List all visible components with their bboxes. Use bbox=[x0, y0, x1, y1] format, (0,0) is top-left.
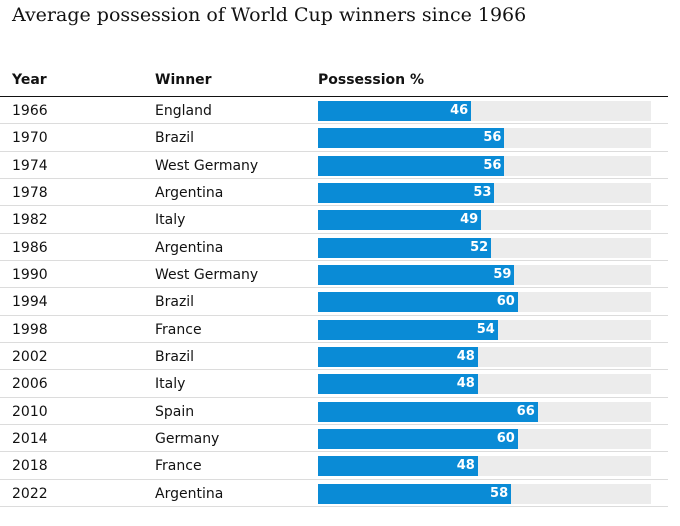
bar-track: 56 bbox=[318, 128, 651, 149]
table-row: 1986 Argentina 52 bbox=[0, 234, 668, 261]
table-row: 1982 Italy 49 bbox=[0, 206, 668, 234]
table-row: 1974 West Germany 56 bbox=[0, 152, 668, 179]
year-cell: 2010 bbox=[12, 403, 48, 420]
winner-cell: France bbox=[155, 458, 202, 475]
bar: 54 bbox=[318, 319, 498, 340]
winner-cell: Brazil bbox=[155, 348, 195, 365]
winner-cell: West Germany bbox=[155, 157, 259, 174]
table-row: 2002 Brazil 48 bbox=[0, 343, 668, 371]
bar: 46 bbox=[318, 101, 472, 121]
bar: 53 bbox=[318, 182, 495, 203]
bar: 60 bbox=[318, 428, 518, 449]
table-row: 1998 France 54 bbox=[0, 316, 668, 343]
bar-track: 46 bbox=[318, 101, 651, 121]
bar-track: 52 bbox=[318, 237, 651, 258]
bar-value-label: 54 bbox=[476, 321, 495, 337]
table-body: 1966 England 46 1970 Brazil 56 1974 West German… bbox=[0, 97, 680, 507]
year-column-header: Year bbox=[12, 72, 47, 88]
table-row: 2018 France 48 bbox=[0, 452, 668, 480]
bar-track: 58 bbox=[318, 483, 651, 504]
bar-value-label: 48 bbox=[456, 458, 475, 474]
bar-track: 53 bbox=[318, 182, 651, 203]
year-cell: 1994 bbox=[12, 294, 48, 311]
table-row: 2006 Italy 48 bbox=[0, 370, 668, 398]
bar-track: 49 bbox=[318, 210, 651, 231]
bar-value-label: 60 bbox=[496, 294, 515, 310]
table-header: Year Winner Possession % bbox=[0, 68, 680, 96]
bar: 52 bbox=[318, 237, 492, 258]
year-cell: 1978 bbox=[12, 184, 48, 201]
bar: 48 bbox=[318, 456, 478, 477]
year-cell: 1974 bbox=[12, 157, 48, 174]
winner-cell: Argentina bbox=[155, 239, 224, 256]
bar-track: 56 bbox=[318, 155, 651, 176]
year-cell: 2002 bbox=[12, 348, 48, 365]
bar-value-label: 52 bbox=[470, 239, 489, 255]
table-row: 2022 Argentina 58 bbox=[0, 480, 668, 507]
winner-cell: Argentina bbox=[155, 184, 224, 201]
bar: 60 bbox=[318, 292, 518, 313]
bar: 48 bbox=[318, 346, 478, 367]
bar-track: 60 bbox=[318, 292, 651, 313]
year-cell: 1998 bbox=[12, 321, 48, 338]
bar: 56 bbox=[318, 155, 505, 176]
winner-cell: France bbox=[155, 321, 202, 338]
bar-track: 66 bbox=[318, 401, 651, 422]
bar-value-label: 46 bbox=[450, 103, 469, 118]
bar: 49 bbox=[318, 210, 482, 231]
table-row: 1970 Brazil 56 bbox=[0, 124, 668, 152]
bar-value-label: 56 bbox=[483, 130, 502, 146]
table-row: 1990 West Germany 59 bbox=[0, 261, 668, 289]
year-cell: 2018 bbox=[12, 458, 48, 475]
bar-value-label: 56 bbox=[483, 157, 502, 173]
header-divider bbox=[0, 96, 668, 97]
winner-cell: Brazil bbox=[155, 130, 195, 147]
table-row: 1978 Argentina 53 bbox=[0, 179, 668, 207]
year-cell: 1986 bbox=[12, 239, 48, 256]
winner-cell: Spain bbox=[155, 403, 195, 420]
possession-column-header: Possession % bbox=[318, 72, 424, 88]
winner-cell: Italy bbox=[155, 376, 186, 393]
bar: 48 bbox=[318, 374, 478, 395]
winner-cell: Italy bbox=[155, 212, 186, 229]
bar-value-label: 49 bbox=[460, 212, 479, 228]
bar-track: 48 bbox=[318, 346, 651, 367]
bar: 56 bbox=[318, 128, 505, 149]
bar-value-label: 59 bbox=[493, 266, 512, 282]
table-row: 1994 Brazil 60 bbox=[0, 288, 668, 316]
year-cell: 1970 bbox=[12, 130, 48, 147]
year-cell: 1982 bbox=[12, 212, 48, 229]
bar-track: 60 bbox=[318, 428, 651, 449]
bar-value-label: 60 bbox=[496, 430, 515, 446]
bar-value-label: 58 bbox=[490, 485, 509, 501]
winner-cell: Brazil bbox=[155, 294, 195, 311]
bar-track: 59 bbox=[318, 264, 651, 285]
year-cell: 2022 bbox=[12, 485, 48, 502]
bar-value-label: 48 bbox=[456, 376, 475, 392]
bar-value-label: 48 bbox=[456, 348, 475, 364]
winner-cell: West Germany bbox=[155, 266, 259, 283]
chart-title: Average possession of World Cup winners … bbox=[12, 4, 527, 26]
bar-value-label: 53 bbox=[473, 184, 492, 200]
winner-cell: Argentina bbox=[155, 485, 224, 502]
bar: 58 bbox=[318, 483, 512, 504]
year-cell: 1966 bbox=[12, 103, 48, 119]
winner-cell: Germany bbox=[155, 430, 220, 447]
year-cell: 2006 bbox=[12, 376, 48, 393]
year-cell: 1990 bbox=[12, 266, 48, 283]
table-row: 2014 Germany 60 bbox=[0, 425, 668, 453]
year-cell: 2014 bbox=[12, 430, 48, 447]
winner-column-header: Winner bbox=[155, 72, 212, 88]
bar: 59 bbox=[318, 264, 515, 285]
table-row: 2010 Spain 66 bbox=[0, 398, 668, 425]
winner-cell: England bbox=[155, 103, 212, 119]
bar-track: 48 bbox=[318, 456, 651, 477]
bar-value-label: 66 bbox=[516, 403, 535, 419]
bar-track: 48 bbox=[318, 374, 651, 395]
bar: 66 bbox=[318, 401, 538, 422]
bar-track: 54 bbox=[318, 319, 651, 340]
table-row: 1966 England 46 bbox=[0, 97, 668, 125]
